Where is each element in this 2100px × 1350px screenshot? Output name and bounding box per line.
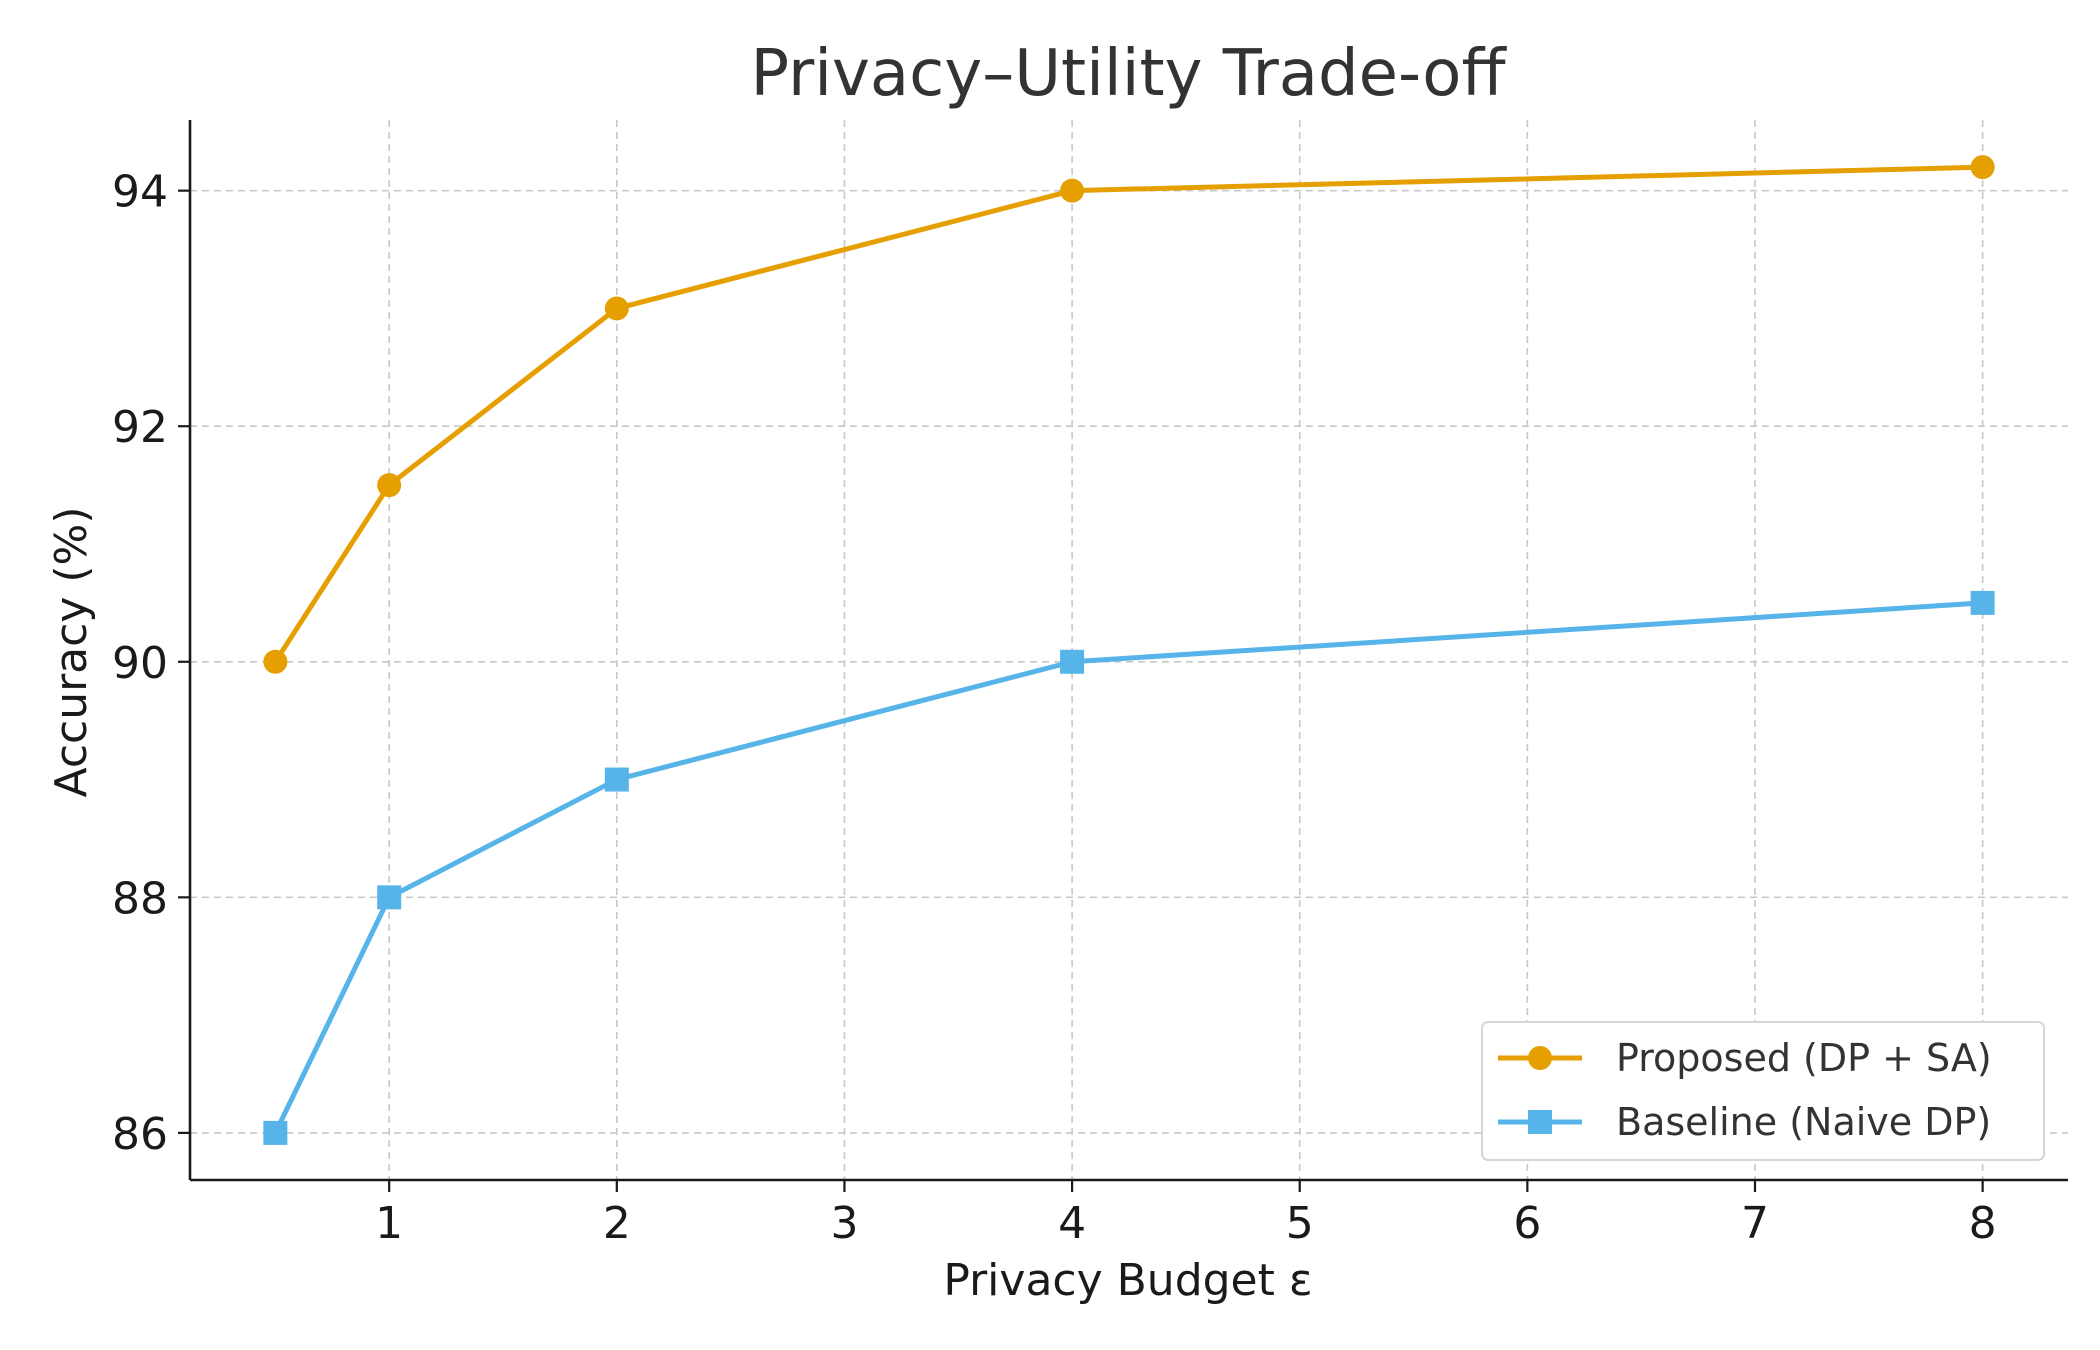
data-point [263,1120,288,1145]
data-point [263,649,288,674]
data-point [377,473,402,498]
legend-label: Proposed (DP + SA) [1616,1036,1992,1080]
series-layer [263,155,1995,1145]
x-tick-label: 4 [1058,1198,1086,1249]
data-point [1970,590,1995,615]
x-tick-label: 5 [1286,1198,1314,1249]
legend-item: Proposed (DP + SA) [1498,1036,1992,1080]
series-1 [263,155,1995,674]
data-point [1060,178,1085,203]
x-tick-label: 6 [1513,1198,1541,1249]
legend-label: Baseline (Naive DP) [1616,1100,1991,1144]
y-tick-label: 92 [112,402,168,453]
chart-title: Privacy–Utility Trade-off [750,37,1507,111]
legend: Proposed (DP + SA) Baseline (Naive DP) [1481,1021,2045,1161]
legend-marker [1528,1046,1552,1070]
y-axis-title: Accuracy (%) [46,506,97,797]
x-tick-label: 3 [830,1198,858,1249]
x-axis-title: Privacy Budget ε [943,1255,1312,1306]
x-tick-label: 7 [1741,1198,1769,1249]
x-tick-label: 1 [375,1198,403,1249]
data-point [377,885,402,910]
x-tick-label: 2 [603,1198,631,1249]
legend-item: Baseline (Naive DP) [1498,1100,1991,1144]
series-2 [263,590,1995,1145]
y-tick-label: 94 [112,167,168,218]
data-point [1970,155,1995,180]
legend-box [1481,1021,2045,1161]
y-tick-label: 86 [112,1109,168,1160]
data-point [604,296,629,321]
series-line [273,164,1983,664]
legend-marker [1528,1110,1552,1134]
data-point [1060,649,1085,674]
x-tick-label: 8 [1969,1198,1997,1249]
axes: 1 2 3 4 5 6 7 8 86 88 90 92 94 [112,120,2068,1249]
data-point [604,767,629,792]
y-tick-label: 88 [112,873,168,924]
y-tick-label: 90 [112,638,168,689]
